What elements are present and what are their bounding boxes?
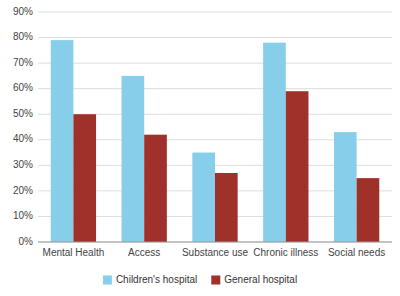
- y-tick-label: 30%: [13, 159, 33, 170]
- grid-line: [38, 37, 392, 38]
- bar: [286, 91, 309, 242]
- chart-container: 0% 10% 20% 30% 40% 50% 60% 70% 80% 90% Mental Heal…: [0, 0, 400, 296]
- x-tick-label: Access: [128, 247, 160, 258]
- bar: [215, 173, 238, 242]
- bar: [144, 135, 167, 242]
- y-tick-label: 10%: [13, 210, 33, 221]
- legend-label: General hospital: [224, 274, 297, 285]
- y-tick-label: 80%: [13, 31, 33, 42]
- legend: Children's hospital General hospital: [103, 274, 297, 285]
- y-axis: 0% 10% 20% 30% 40% 50% 60% 70% 80% 90%: [13, 6, 33, 247]
- y-tick-label: 70%: [13, 57, 33, 68]
- bars: [51, 40, 380, 242]
- chart: 0% 10% 20% 30% 40% 50% 60% 70% 80% 90% Mental Heal…: [0, 0, 400, 296]
- grid-line: [38, 12, 392, 13]
- y-tick-label: 90%: [13, 6, 33, 17]
- x-axis-line: [38, 242, 392, 243]
- legend-label: Children's hospital: [116, 274, 197, 285]
- x-axis: Mental Health Access Substance use Chronic …: [38, 242, 392, 258]
- bar: [73, 114, 96, 242]
- x-tick-label: Mental Health: [43, 247, 105, 258]
- grid-line: [38, 242, 392, 243]
- bar: [357, 178, 380, 242]
- y-tick-label: 0%: [19, 236, 34, 247]
- x-tick-label: Chronic illness: [253, 247, 318, 258]
- y-tick-label: 50%: [13, 108, 33, 119]
- bar: [334, 132, 357, 242]
- y-tick-label: 20%: [13, 185, 33, 196]
- bar: [192, 153, 215, 242]
- x-tick-label: Substance use: [182, 247, 249, 258]
- y-tick-label: 40%: [13, 133, 33, 144]
- grid: [38, 12, 392, 242]
- bar: [122, 76, 145, 242]
- x-tick-label: Social needs: [328, 247, 385, 258]
- bar: [51, 40, 74, 242]
- bar: [263, 43, 286, 242]
- legend-swatch: [103, 276, 112, 285]
- legend-swatch: [211, 276, 220, 285]
- y-tick-label: 60%: [13, 82, 33, 93]
- grid-line: [38, 88, 392, 89]
- grid-line: [38, 63, 392, 64]
